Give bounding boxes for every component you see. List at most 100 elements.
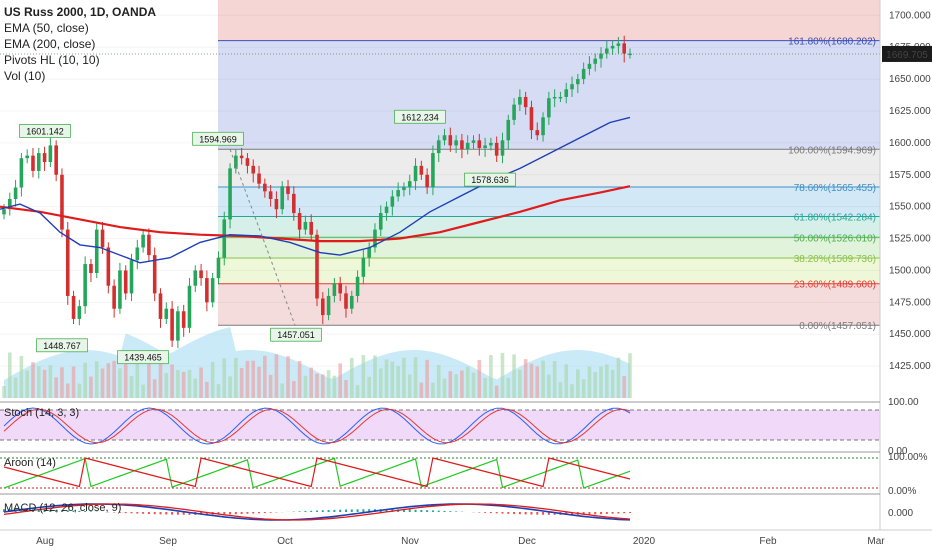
candle-body bbox=[65, 229, 70, 296]
macd-histogram-bar bbox=[176, 512, 179, 515]
volume-bar bbox=[570, 384, 574, 398]
volume-bar bbox=[210, 361, 215, 398]
volume-bar bbox=[425, 359, 429, 398]
macd-histogram-bar bbox=[136, 512, 139, 514]
macd-tick-0: 0.000 bbox=[888, 508, 913, 519]
macd-histogram-bar bbox=[542, 512, 545, 515]
candle-body bbox=[326, 295, 331, 316]
volume-bar bbox=[13, 377, 18, 398]
macd-histogram-bar bbox=[600, 512, 603, 515]
aroon-pane-label: Aroon (14) bbox=[4, 457, 56, 469]
fib-label: 78.60%(1565.455) bbox=[794, 183, 876, 194]
y-tick-label: 1575.000 bbox=[889, 170, 931, 181]
macd-histogram-bar bbox=[478, 512, 481, 513]
x-tick-label: 2020 bbox=[633, 536, 656, 547]
volume-bar bbox=[460, 370, 464, 398]
aroon-up-line bbox=[3, 457, 631, 489]
macd-histogram-bar bbox=[426, 510, 429, 512]
volume-bar bbox=[251, 360, 256, 398]
volume-bar bbox=[216, 384, 221, 398]
macd-histogram-bar bbox=[536, 512, 539, 515]
macd-histogram-bar bbox=[524, 512, 527, 515]
macd-histogram-bar bbox=[229, 512, 232, 515]
volume-bar bbox=[402, 357, 406, 398]
volume-bar bbox=[599, 366, 603, 398]
volume-bar bbox=[89, 376, 93, 398]
macd-histogram-bar bbox=[431, 510, 434, 512]
macd-histogram-bar bbox=[530, 512, 533, 515]
volume-bar bbox=[605, 364, 609, 398]
candle-body bbox=[54, 145, 58, 175]
candle-body bbox=[268, 191, 273, 199]
macd-pane-label: MACD (12, 26, close, 9) bbox=[4, 502, 121, 514]
candle-body bbox=[384, 206, 389, 214]
volume-bar bbox=[367, 376, 371, 398]
fib-label: 61.80%(1542.284) bbox=[794, 212, 876, 223]
legend-ema50: EMA (50, close) bbox=[4, 21, 89, 35]
candle-body bbox=[94, 229, 99, 273]
x-tick-label: Mar bbox=[867, 536, 885, 547]
y-tick-label: 1525.000 bbox=[889, 234, 931, 245]
candle-body bbox=[129, 260, 134, 294]
volume-bar bbox=[205, 381, 209, 398]
macd-histogram-bar bbox=[327, 510, 330, 512]
pivot-label: 1439.465 bbox=[124, 353, 162, 363]
macd-histogram-bar bbox=[310, 510, 313, 512]
macd-histogram-bar bbox=[89, 511, 92, 512]
volume-bar bbox=[199, 367, 203, 398]
macd-histogram-bar bbox=[402, 509, 405, 512]
legend-title: US Russ 2000, 1D, OANDA bbox=[4, 5, 157, 19]
volume-bar bbox=[292, 381, 296, 398]
volume-bar bbox=[454, 374, 458, 398]
volume-bar bbox=[378, 368, 383, 398]
volume-bar bbox=[135, 352, 140, 398]
candle-body bbox=[355, 276, 360, 296]
volume-bar bbox=[71, 366, 76, 398]
candle-body bbox=[216, 257, 221, 279]
candle-body bbox=[442, 135, 447, 141]
volume-bar bbox=[257, 366, 261, 398]
pivot-box bbox=[192, 131, 244, 146]
candle-body bbox=[460, 140, 464, 150]
candle-body bbox=[25, 155, 29, 159]
candle-body bbox=[529, 107, 534, 131]
stoch-k-line bbox=[3, 407, 631, 445]
candle-body bbox=[222, 219, 227, 258]
macd-histogram-bar bbox=[43, 509, 46, 512]
candle-body bbox=[176, 311, 180, 341]
macd-histogram-bar bbox=[449, 511, 452, 512]
pivot-label: 1457.051 bbox=[277, 330, 315, 340]
macd-histogram-bar bbox=[49, 509, 52, 512]
macd-histogram-bar bbox=[629, 512, 631, 513]
volume-bar bbox=[60, 367, 64, 398]
y-tick-label: 1700.000 bbox=[889, 10, 931, 21]
volume-bar bbox=[7, 352, 12, 398]
macd-histogram-bar bbox=[368, 509, 371, 512]
volume-bar bbox=[280, 383, 285, 398]
volume-bar bbox=[419, 382, 424, 398]
x-tick-label: Aug bbox=[36, 536, 54, 547]
candle-body bbox=[297, 213, 302, 230]
volume-bar bbox=[164, 373, 169, 398]
x-tick-label: Sep bbox=[159, 536, 177, 547]
volume-bar bbox=[361, 355, 366, 398]
x-tick-label: Dec bbox=[518, 536, 536, 547]
volume-bar bbox=[77, 383, 82, 398]
candle-body bbox=[234, 155, 238, 169]
candle-body bbox=[2, 209, 6, 215]
ema200-line bbox=[0, 185, 631, 243]
volume-bar bbox=[141, 384, 145, 398]
candle-body bbox=[489, 142, 493, 146]
candle-body bbox=[251, 165, 256, 174]
legend-pivots: Pivots HL (10, 10) bbox=[4, 53, 100, 67]
macd-histogram-bar bbox=[513, 512, 516, 515]
candle-body bbox=[622, 43, 627, 54]
candle-body bbox=[141, 234, 145, 248]
candle-body bbox=[77, 306, 82, 319]
candle-body bbox=[152, 255, 157, 294]
volume-bar bbox=[65, 383, 70, 398]
volume-bar bbox=[54, 377, 58, 398]
candle-body bbox=[367, 247, 371, 258]
macd-histogram-bar bbox=[414, 509, 417, 512]
